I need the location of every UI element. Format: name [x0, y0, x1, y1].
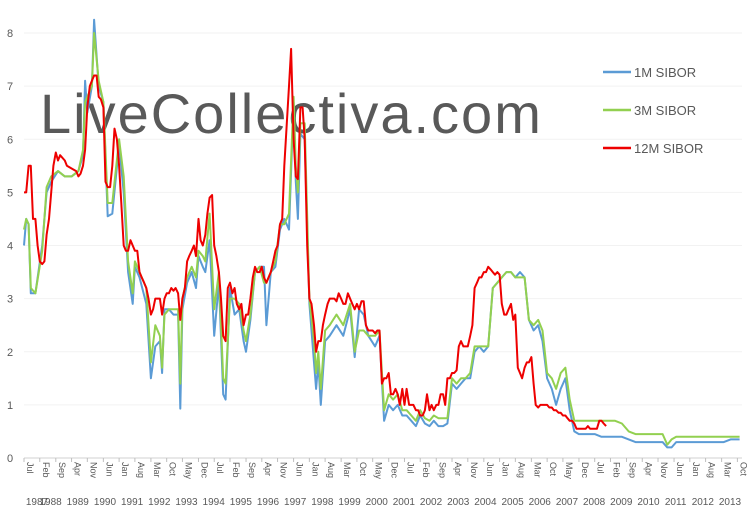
x-tick-label-month: Feb: [231, 462, 241, 478]
x-tick-label-year: 2002: [420, 497, 443, 508]
x-tick-label-month: Mar: [532, 462, 542, 478]
y-gridlines: [24, 32, 742, 406]
legend-label: 3M SIBOR: [634, 103, 696, 118]
x-tick-label-month: Jun: [104, 462, 114, 477]
x-tick-label-month: Jun: [295, 462, 305, 477]
x-tick-label-month: Sep: [57, 462, 67, 478]
legend-label: 12M SIBOR: [634, 141, 703, 156]
y-tick-label: 6: [7, 134, 13, 146]
x-tick-label-month: Nov: [279, 462, 289, 479]
x-tick-label-month: Sep: [628, 462, 638, 478]
y-tick-label: 7: [7, 81, 13, 93]
x-tick-label-month: Mar: [152, 462, 162, 478]
x-tick-label-month: Apr: [73, 462, 83, 476]
x-tick-label-month: Sep: [437, 462, 447, 478]
x-tick-label-month: Apr: [453, 462, 463, 476]
x-tick-label-year: 2005: [501, 497, 524, 508]
x-tick-label-year: 2011: [665, 497, 687, 508]
x-tick-label-month: Jan: [120, 462, 130, 477]
y-tick-label: 8: [7, 28, 13, 40]
x-tick-label-year: 1997: [284, 497, 307, 508]
x-tick-label-month: Apr: [263, 462, 273, 476]
y-axis: 0 1 2 3 4 5 6 7 8: [7, 28, 13, 465]
x-tick-label-year: 2007: [556, 497, 579, 508]
y-tick-label: 0: [7, 453, 13, 465]
y-tick-label: 3: [7, 294, 13, 306]
x-tick-label-month: Jul: [405, 462, 415, 474]
x-tick-label-year: 2004: [474, 497, 497, 508]
x-tick-label-month: Nov: [659, 462, 669, 479]
legend: 1M SIBOR 3M SIBOR 12M SIBOR: [603, 65, 703, 156]
x-tick-label-month: Aug: [136, 462, 146, 478]
x-tick-label-month: Oct: [738, 462, 748, 477]
x-tick-label-month: Apr: [643, 462, 653, 476]
x-tick-label-year: 2009: [610, 497, 633, 508]
x-tick-label-month: Mar: [342, 462, 352, 478]
x-tick-label-month: May: [183, 462, 193, 480]
x-tick-label-month: Feb: [421, 462, 431, 478]
x-tick-label-year: 1987: [26, 497, 49, 508]
x-tick-label-year: 1991: [121, 497, 144, 508]
x-tick-label-month: May: [564, 462, 574, 480]
series-line: [23, 32, 740, 446]
x-tick-label-month: Oct: [168, 462, 178, 477]
x-tick-label-year: 2010: [637, 497, 660, 508]
x-tick-label-month: Dec: [580, 462, 590, 479]
x-tick-label-year: 1999: [338, 497, 361, 508]
x-tick-label-year: 2013: [719, 497, 742, 508]
x-tick-label-month: Jan: [310, 462, 320, 477]
x-tick-label-year: 2001: [393, 497, 416, 508]
x-tick-label-year: 1992: [148, 497, 171, 508]
x-tick-label-year: 1996: [257, 497, 280, 508]
x-tick-label-month: Feb: [611, 462, 621, 478]
x-tick-label-month: Sep: [247, 462, 257, 478]
legend-label: 1M SIBOR: [634, 65, 696, 80]
series-line: [24, 47, 607, 430]
x-tick-label-year: 1994: [203, 497, 226, 508]
x-tick-label-month: Jun: [675, 462, 685, 477]
x-tick-label-year: 1993: [175, 497, 198, 508]
y-tick-label: 4: [7, 241, 13, 253]
x-tick-label-year: 1990: [94, 497, 117, 508]
x-tick-label-month: Jul: [25, 462, 35, 474]
x-tick-label-month: Aug: [516, 462, 526, 478]
x-tick-label-month: Nov: [469, 462, 479, 479]
x-tick-label-year: 1988: [39, 497, 62, 508]
x-tick-label-month: Feb: [41, 462, 51, 478]
x-tick-label-month: Jul: [596, 462, 606, 474]
x-axis: Jul Feb Sep Apr Nov Jun Jan Aug Mar Oct May Dec Jul F…: [23, 457, 748, 508]
x-tick-label-month: Jul: [215, 462, 225, 474]
x-tick-label-year: 2008: [583, 497, 606, 508]
x-tick-label-month: Aug: [707, 462, 717, 478]
x-tick-label-year: 1998: [311, 497, 334, 508]
x-tick-label-year: 2003: [447, 497, 470, 508]
y-tick-label: 1: [7, 400, 13, 412]
x-tick-label-month: Dec: [390, 462, 400, 479]
y-tick-label: 5: [7, 187, 13, 199]
x-tick-label-month: Aug: [326, 462, 336, 478]
x-tick-label-year: 2000: [366, 497, 389, 508]
x-tick-label-month: Nov: [88, 462, 98, 479]
x-tick-label-month: Jun: [485, 462, 495, 477]
x-tick-label-month: Mar: [723, 462, 733, 478]
x-tick-label-month: Jan: [501, 462, 511, 477]
x-tick-label-month: Jan: [691, 462, 701, 477]
x-tick-label-month: Oct: [548, 462, 558, 477]
x-tick-label-month: May: [374, 462, 384, 480]
watermark: LiveCollectiva.com: [40, 82, 543, 145]
x-tick-label-year: 1995: [230, 497, 253, 508]
x-tick-label-year: 2012: [692, 497, 715, 508]
x-tick-label-year: 2006: [529, 497, 552, 508]
x-tick-label-year: 1989: [67, 497, 90, 508]
series-lines: [23, 18, 740, 449]
series-line: [23, 18, 740, 449]
x-tick-label-month: Dec: [199, 462, 209, 479]
x-tick-label-month: Oct: [358, 462, 368, 477]
y-tick-label: 2: [7, 347, 13, 359]
